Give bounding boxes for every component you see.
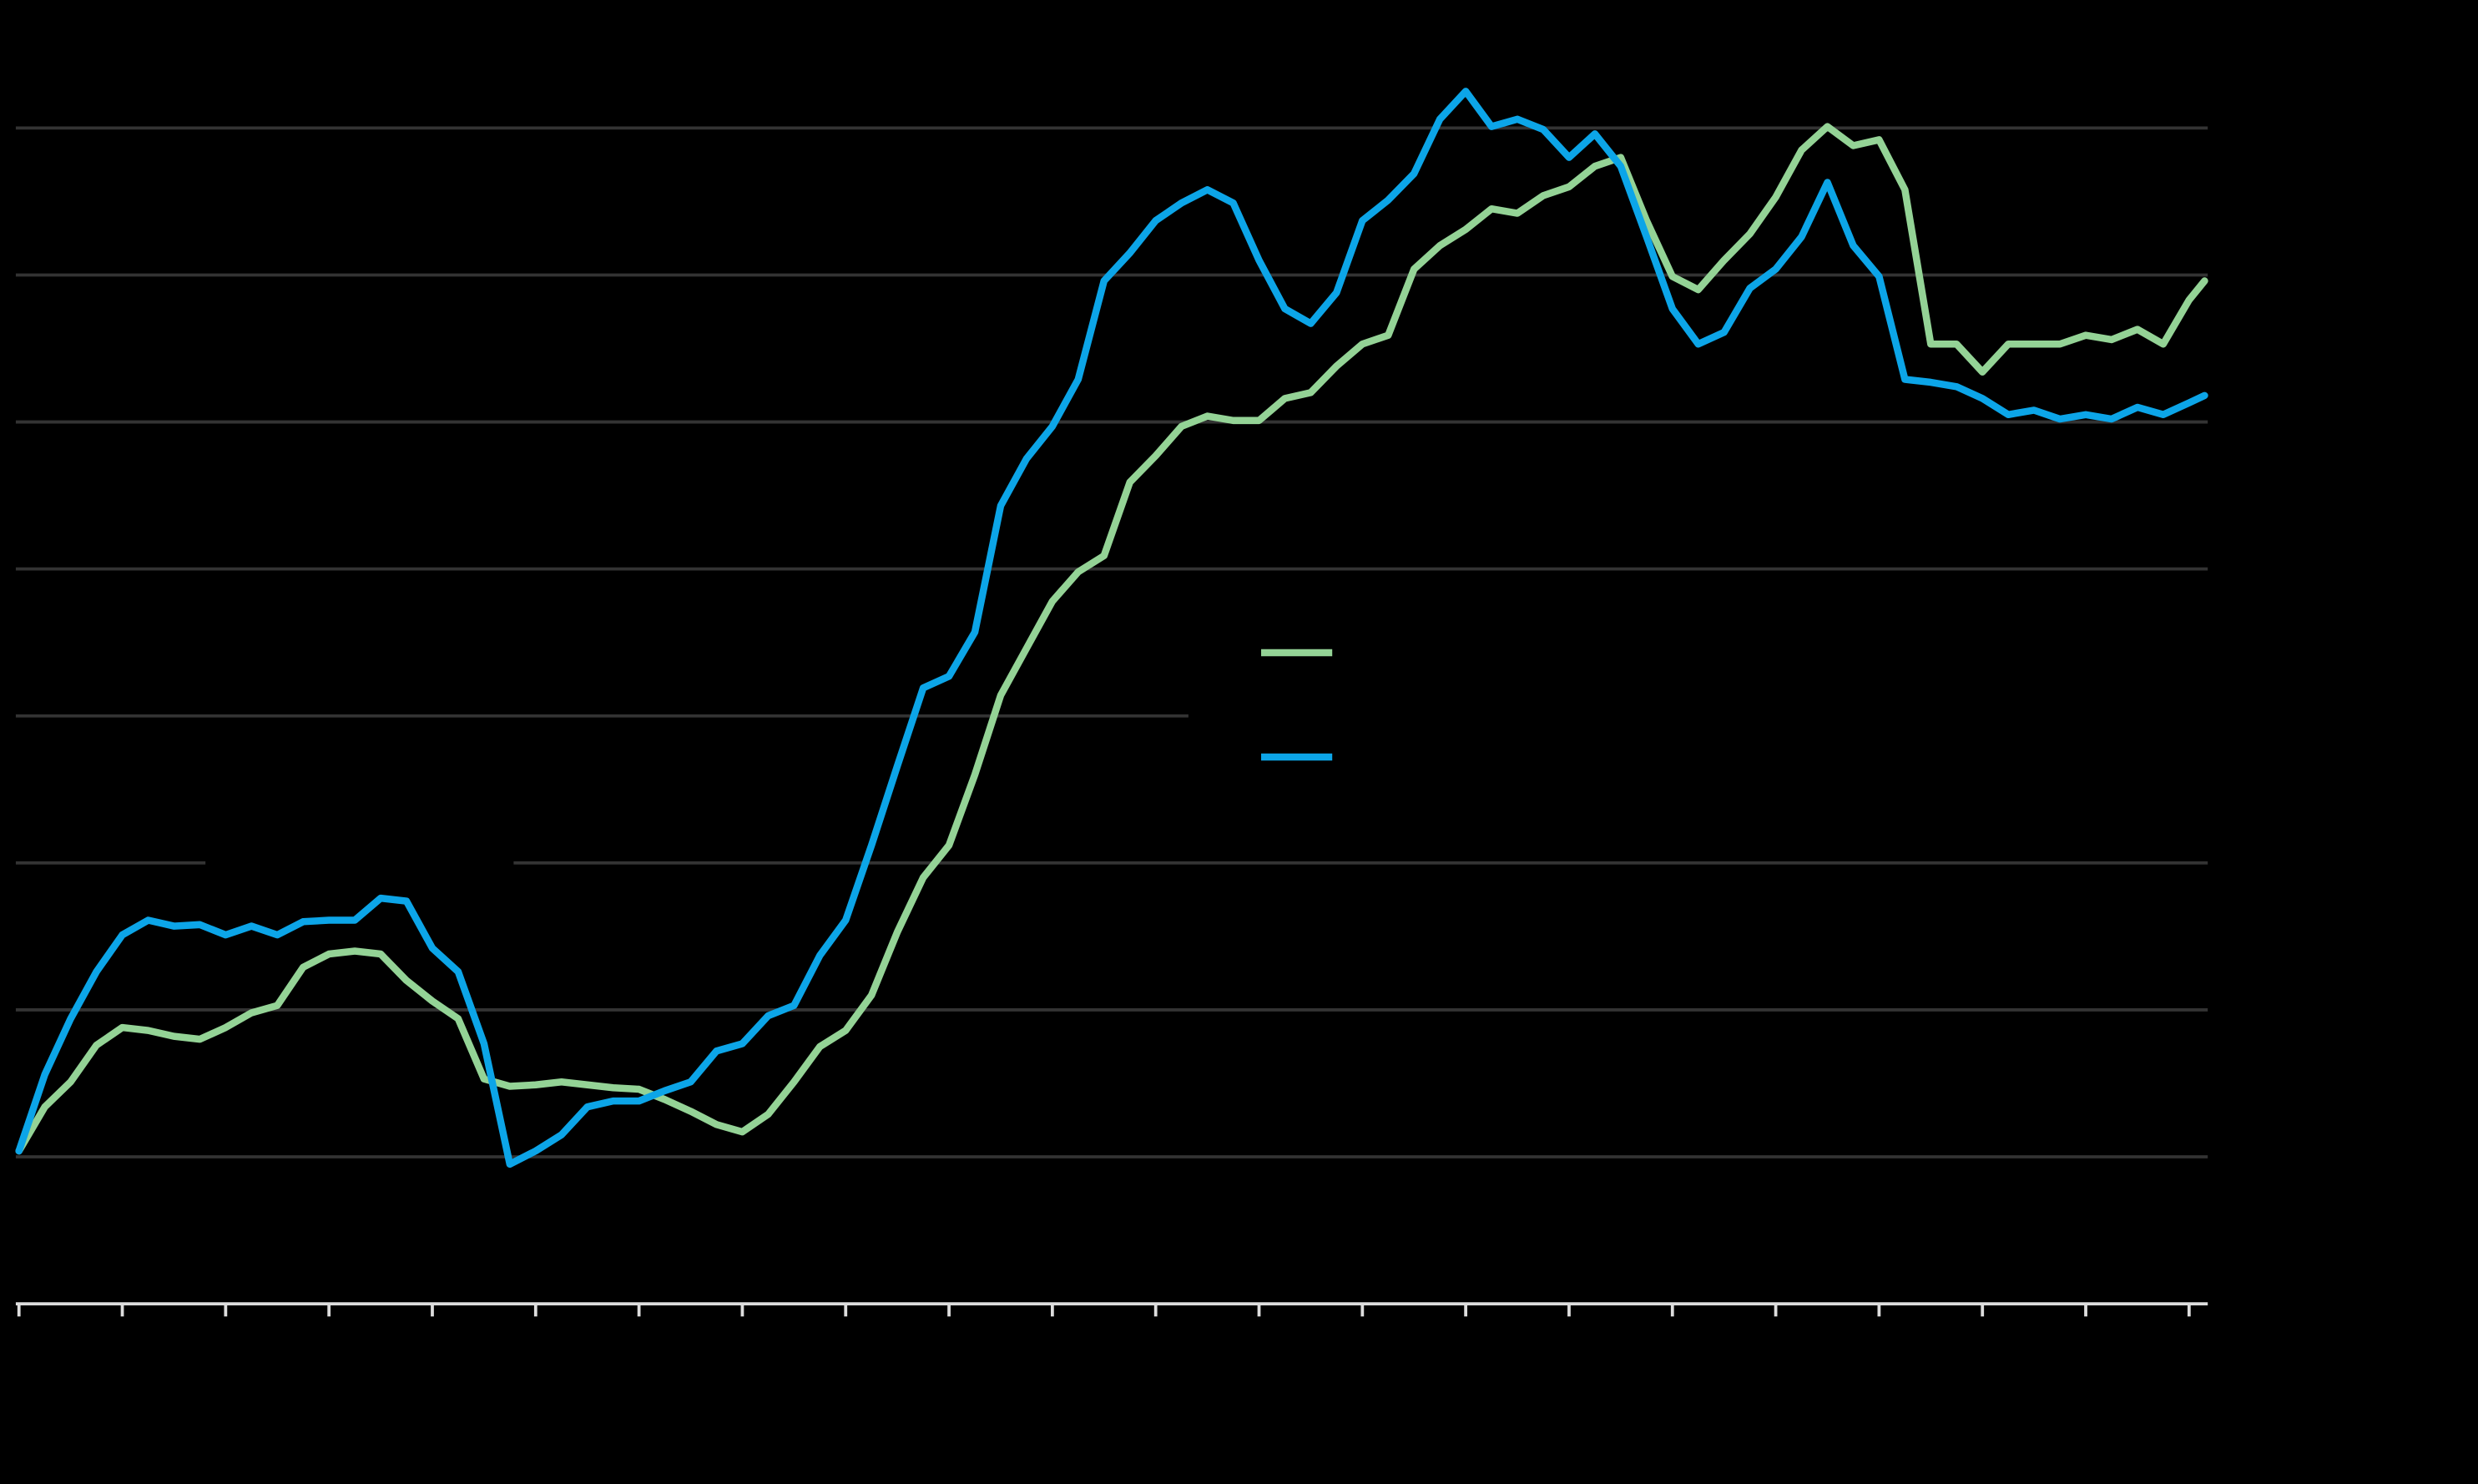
line-series — [15, 88, 2208, 1169]
line-series — [15, 123, 2208, 1155]
legend-mask — [1188, 600, 2210, 790]
label-mask — [205, 850, 514, 873]
